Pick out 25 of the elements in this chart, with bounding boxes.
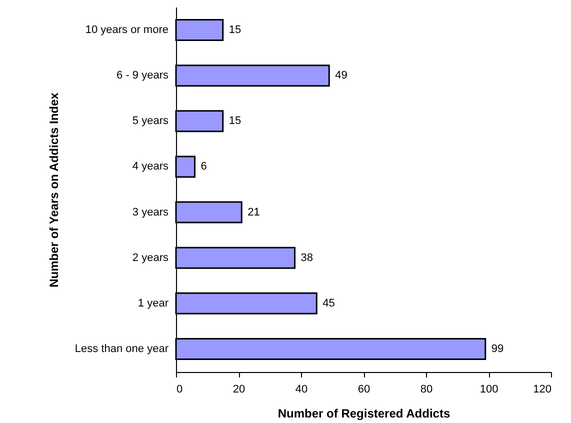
y-tick-label: 2 years xyxy=(132,252,169,264)
x-tick-label: 100 xyxy=(480,384,498,396)
x-tick-label: 60 xyxy=(358,384,370,396)
data-label: 6 xyxy=(200,160,207,173)
data-label: 38 xyxy=(300,252,313,264)
x-tick-label: 80 xyxy=(420,384,433,396)
y-tick-label: 4 years xyxy=(132,160,169,173)
data-label: 45 xyxy=(322,297,335,310)
data-label: 21 xyxy=(248,206,260,218)
y-tick-label: Less than one year xyxy=(74,342,169,355)
data-label: 15 xyxy=(228,115,242,128)
y-axis-title: Number of Years on Addicts Index xyxy=(46,92,61,288)
y-tick-label: 6 - 9 years xyxy=(116,70,169,82)
data-label: 99 xyxy=(491,342,504,355)
data-label: 15 xyxy=(228,24,242,36)
y-tick-label: 5 years xyxy=(132,115,169,128)
x-tick-label: 40 xyxy=(295,384,308,396)
y-tick-label: 10 years or more xyxy=(85,24,168,36)
x-axis-title: Number of Registered Addicts xyxy=(278,406,450,420)
y-tick-label: 3 years xyxy=(132,206,169,218)
data-label: 49 xyxy=(335,70,348,82)
y-tick-label: 1 year xyxy=(138,297,169,310)
x-tick-label: 0 xyxy=(176,384,183,396)
x-tick-label: 120 xyxy=(533,384,552,396)
x-tick-label: 20 xyxy=(232,384,246,396)
